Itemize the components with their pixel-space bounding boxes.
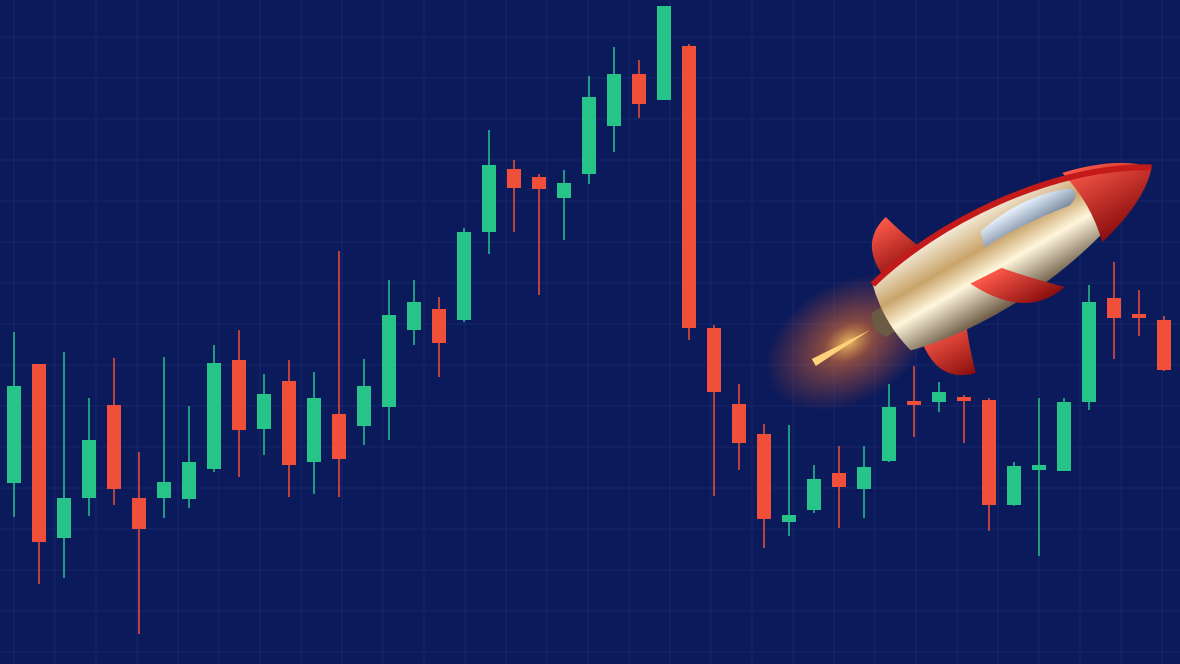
rocket-nose <box>1062 162 1152 243</box>
candle-body <box>832 473 846 487</box>
candle-body <box>532 177 546 189</box>
candle-body <box>282 381 296 465</box>
candle-body <box>1057 402 1071 471</box>
candle-body <box>1007 466 1021 505</box>
candle-body <box>682 46 696 328</box>
candle-body <box>1032 465 1046 470</box>
candle-body <box>582 97 596 174</box>
rocket-body <box>872 167 1152 351</box>
candle-body <box>707 328 721 392</box>
candle-body <box>57 498 71 538</box>
candle-body <box>382 315 396 407</box>
candle-body <box>807 479 821 510</box>
rocket-flame <box>811 330 871 366</box>
candle-body <box>882 407 896 461</box>
candle-body <box>32 364 46 542</box>
candle-body <box>757 434 771 519</box>
candle-body <box>132 498 146 529</box>
candle-body <box>1082 302 1096 402</box>
candle-body <box>607 74 621 126</box>
candle-body <box>557 183 571 198</box>
candle-body <box>457 232 471 320</box>
candle-body <box>957 397 971 401</box>
candle-body <box>482 165 496 232</box>
candle-body <box>982 400 996 505</box>
candle-body <box>332 414 346 459</box>
rocket <box>764 162 1152 412</box>
candle-body <box>907 401 921 405</box>
rocket-window <box>980 188 1076 248</box>
candle-body <box>357 386 371 426</box>
rocket-stripe <box>870 164 1152 287</box>
candle-body <box>107 405 121 489</box>
candle-body <box>857 467 871 489</box>
candle-body <box>932 392 946 402</box>
candle-body <box>1132 314 1146 318</box>
rocket-fin <box>970 267 1065 303</box>
candle-body <box>257 394 271 429</box>
candle-body <box>7 386 21 483</box>
candle-body <box>157 482 171 498</box>
candle-body <box>207 363 221 469</box>
candle-body <box>82 440 96 498</box>
candle-body <box>632 74 646 104</box>
candles <box>7 6 1171 634</box>
candle-body <box>732 404 746 443</box>
rocket-fin <box>871 217 931 285</box>
candle-body <box>307 398 321 462</box>
candle-body <box>782 515 796 522</box>
candle-body <box>182 462 196 499</box>
candle-body <box>232 360 246 430</box>
candle-body <box>407 302 421 330</box>
candle-body <box>1107 298 1121 318</box>
candle-body <box>657 6 671 100</box>
candle-body <box>507 169 521 188</box>
candle-body <box>432 309 446 343</box>
candle-body <box>1157 320 1171 370</box>
